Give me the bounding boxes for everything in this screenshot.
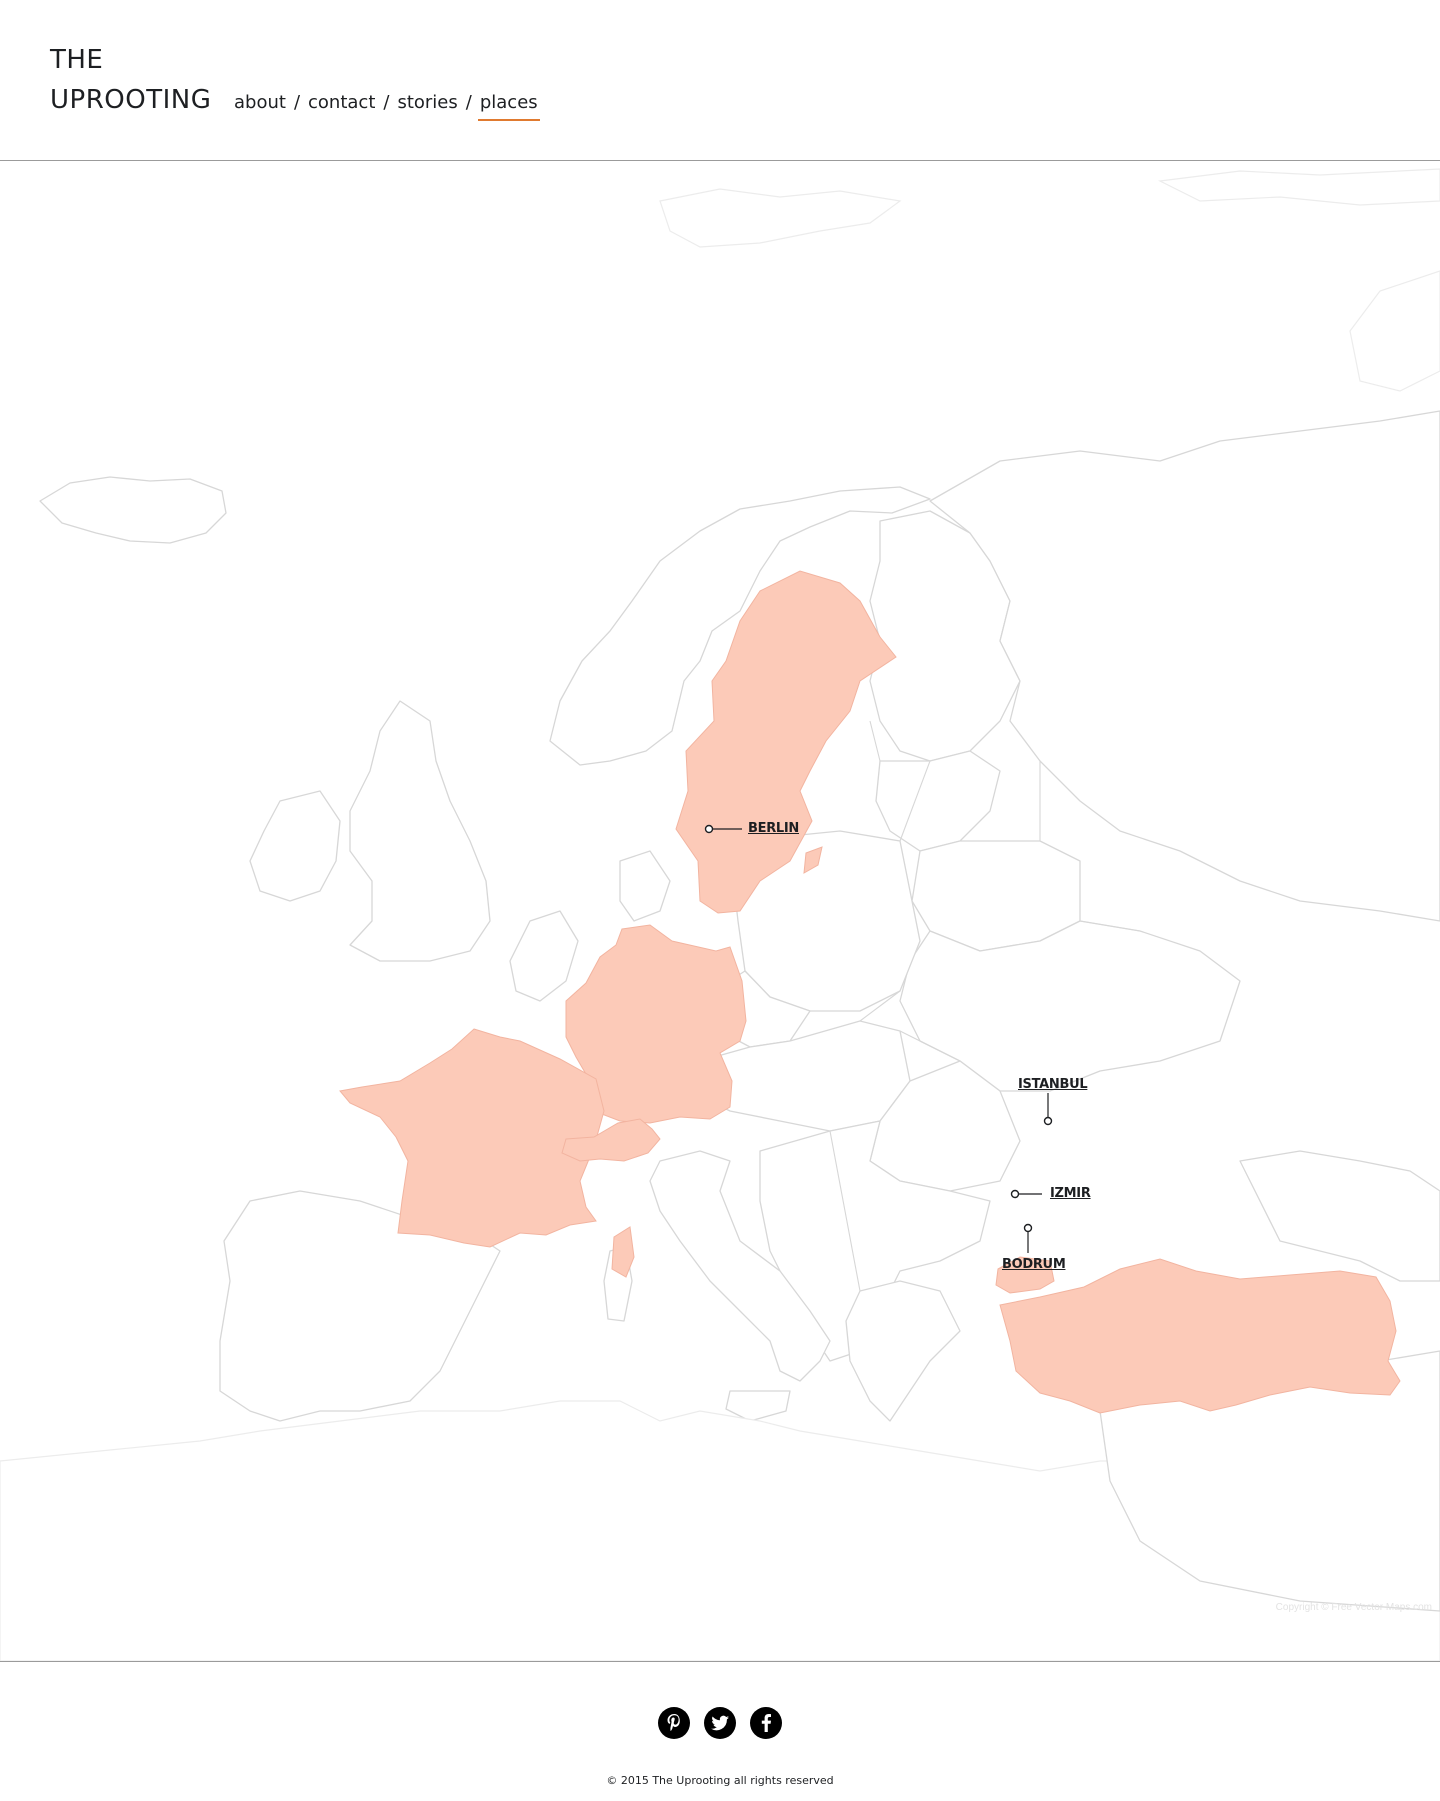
- map-land-norway: [549, 486, 931, 766]
- map-land-novaya-zemlya: [1349, 270, 1440, 392]
- map-land-russia: [929, 410, 1440, 922]
- map-land-great-britain: [349, 700, 491, 962]
- city-label-berlin[interactable]: BERLIN: [748, 821, 799, 836]
- nav-link-contact[interactable]: contact: [308, 92, 376, 113]
- berlin-pin[interactable]: [704, 824, 714, 834]
- city-label-istanbul[interactable]: ISTANBUL: [1018, 1077, 1088, 1092]
- map-land-ukraine: [899, 920, 1241, 1092]
- nav-link-stories[interactable]: stories: [397, 92, 458, 113]
- city-label-izmir[interactable]: IZMIR: [1050, 1186, 1091, 1201]
- map-land-svalbard: [659, 188, 902, 248]
- twitter-icon[interactable]: [704, 1707, 736, 1739]
- map-land-greece: [845, 1280, 961, 1422]
- map-land-sicily: [725, 1390, 791, 1422]
- europe-map: BERLIN ISTANBUL IZMIR BODRUM Copyright ©…: [0, 161, 1440, 1661]
- pinterest-icon[interactable]: [658, 1707, 690, 1739]
- social-links: [0, 1707, 1440, 1739]
- map-border: [829, 720, 1141, 1292]
- map-svg: [0, 168, 1440, 1661]
- nav-separator: /: [293, 92, 301, 113]
- map-land-italy: [649, 1150, 831, 1382]
- map-country-france[interactable]: [339, 1028, 605, 1248]
- izmir-pin[interactable]: [1010, 1189, 1020, 1199]
- brand-line-2: UPROOTING: [50, 85, 212, 115]
- main-nav: about / contact / stories / places: [234, 92, 540, 121]
- map-country-sweden-gotland[interactable]: [803, 846, 823, 874]
- map-country-sweden[interactable]: [675, 570, 897, 914]
- map-land-baltics: [875, 750, 1001, 852]
- twitter-glyph: [711, 1715, 729, 1731]
- facebook-glyph: [761, 1714, 771, 1732]
- map-land-iceland: [39, 476, 227, 544]
- map-land-arctic-islands: [1157, 168, 1440, 206]
- map-land-benelux: [509, 910, 579, 1002]
- nav-separator: /: [465, 92, 472, 113]
- map-copyright: Copyright © Free Vector Maps.com: [1275, 1602, 1432, 1613]
- site-header: THE UPROOTING about / contact / stories …: [0, 0, 1440, 161]
- istanbul-pin[interactable]: [1043, 1116, 1053, 1126]
- map-land-ireland: [249, 790, 341, 902]
- map-country-turkey-thrace[interactable]: [995, 1256, 1055, 1294]
- city-label-bodrum[interactable]: BODRUM: [1002, 1257, 1066, 1272]
- map-country-germany[interactable]: [565, 924, 747, 1124]
- map-land-denmark: [619, 850, 671, 922]
- bodrum-pin[interactable]: [1023, 1223, 1033, 1233]
- map-country-corsica[interactable]: [611, 1226, 635, 1278]
- nav-separator: /: [383, 92, 390, 113]
- map-country-turkey[interactable]: [999, 1258, 1401, 1414]
- site-logo[interactable]: THE UPROOTING: [50, 40, 211, 120]
- facebook-icon[interactable]: [750, 1707, 782, 1739]
- brand-line-1: THE: [50, 45, 104, 75]
- pinterest-glyph: [667, 1714, 680, 1731]
- footer-copyright: © 2015 The Uprooting all rights reserved: [606, 1774, 834, 1787]
- map-land-caucasus: [1239, 1150, 1440, 1282]
- nav-link-places[interactable]: places: [477, 92, 540, 121]
- map-country-switzerland[interactable]: [561, 1118, 661, 1162]
- nav-link-about[interactable]: about: [234, 92, 286, 113]
- site-footer: © 2015 The Uprooting all rights reserved: [0, 1661, 1440, 1801]
